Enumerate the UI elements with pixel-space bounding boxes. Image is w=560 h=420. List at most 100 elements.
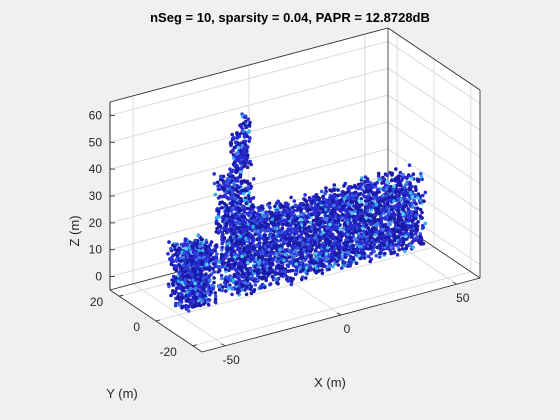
point-long-body xyxy=(289,223,293,227)
point-tower xyxy=(224,189,229,194)
point-long-body xyxy=(312,201,317,205)
point-long-body xyxy=(405,211,410,215)
point-tower xyxy=(236,265,241,269)
point-left-block xyxy=(189,299,194,304)
point-long-body xyxy=(253,232,257,237)
point-left-block xyxy=(174,268,179,273)
point-long-body xyxy=(266,223,271,227)
point-long-body xyxy=(327,264,332,269)
point-left-block xyxy=(180,280,184,285)
point-upper-strip xyxy=(321,195,325,199)
point-long-body xyxy=(279,272,284,277)
point-tower xyxy=(250,211,255,215)
point-tower xyxy=(240,214,244,219)
point-long-body xyxy=(364,231,369,235)
point-long-body xyxy=(298,238,302,242)
point-long-body xyxy=(397,248,402,252)
point-long-body xyxy=(346,227,351,231)
point-tower xyxy=(226,287,231,291)
point-spire-2 xyxy=(248,136,252,140)
point-tower xyxy=(218,177,223,182)
point-left-block xyxy=(178,302,182,306)
point-long-body xyxy=(311,233,315,238)
grid-line-y xyxy=(192,271,471,347)
point-long-body xyxy=(408,243,413,247)
grid-line-z xyxy=(387,121,481,185)
point-long-body xyxy=(255,244,260,249)
point-long-body xyxy=(376,236,380,241)
point-left-block xyxy=(197,284,201,288)
point-long-body xyxy=(395,228,400,233)
point-upper-strip xyxy=(376,187,380,192)
point-upper-strip xyxy=(319,189,324,194)
point-upper-strip xyxy=(406,173,411,177)
point-long-body xyxy=(263,253,268,257)
point-spire-1 xyxy=(235,151,239,155)
point-upper-strip xyxy=(356,186,361,191)
point-long-body xyxy=(276,264,281,269)
point-long-body xyxy=(289,231,293,235)
point-long-body xyxy=(365,237,369,242)
point-long-body xyxy=(416,196,420,200)
point-left-block xyxy=(193,281,197,286)
point-long-body xyxy=(292,237,297,241)
point-long-body xyxy=(404,246,409,251)
point-tower xyxy=(236,261,240,266)
point-long-body xyxy=(368,213,372,218)
point-long-body xyxy=(298,265,303,270)
point-long-body xyxy=(389,245,393,250)
point-upper-strip xyxy=(411,172,416,176)
point-tower xyxy=(216,215,221,219)
point-upper-strip xyxy=(332,209,337,213)
point-long-body xyxy=(283,248,287,252)
point-upper-strip xyxy=(345,190,349,195)
point-long-body xyxy=(325,234,330,238)
point-upper-strip xyxy=(359,199,363,204)
y-tick-label: -20 xyxy=(159,345,177,359)
point-upper-strip xyxy=(400,188,404,192)
point-long-body xyxy=(386,227,391,232)
point-tower xyxy=(240,204,245,209)
point-long-body xyxy=(414,210,419,214)
point-long-body xyxy=(401,227,406,231)
point-left-block xyxy=(203,247,208,252)
point-long-body xyxy=(340,266,344,270)
point-long-body xyxy=(396,211,401,215)
point-long-body xyxy=(401,212,405,217)
point-left-block xyxy=(175,242,179,247)
point-spire-1 xyxy=(232,160,237,165)
point-tower xyxy=(242,208,247,212)
point-tower xyxy=(235,220,239,224)
point-long-body xyxy=(247,218,252,223)
point-long-body xyxy=(251,224,255,229)
point-left-block xyxy=(189,281,194,285)
point-tower xyxy=(230,239,234,243)
point-left-block xyxy=(184,304,189,309)
point-long-body xyxy=(333,252,338,256)
point-long-body xyxy=(323,228,327,232)
point-left-block xyxy=(166,252,170,256)
point-long-body xyxy=(328,240,333,244)
point-long-body xyxy=(359,208,364,213)
point-tower xyxy=(224,203,229,208)
point-left-block xyxy=(200,262,204,267)
point-long-body xyxy=(301,255,305,260)
point-long-body xyxy=(322,234,326,238)
point-long-body xyxy=(308,245,313,249)
point-upper-strip xyxy=(314,197,318,202)
point-upper-strip xyxy=(262,214,267,219)
point-long-body xyxy=(358,234,362,238)
point-spire-2 xyxy=(245,165,250,170)
point-left-block xyxy=(180,293,184,297)
point-tower xyxy=(219,265,224,269)
point-tower xyxy=(229,222,234,227)
point-tower xyxy=(218,224,223,229)
point-upper-strip xyxy=(403,183,408,187)
point-long-body xyxy=(328,222,332,227)
point-long-body xyxy=(389,204,393,209)
point-long-body xyxy=(368,259,373,264)
point-left-block xyxy=(208,290,213,294)
point-tower xyxy=(219,252,224,257)
point-tower xyxy=(235,230,240,234)
point-long-body xyxy=(299,249,303,253)
